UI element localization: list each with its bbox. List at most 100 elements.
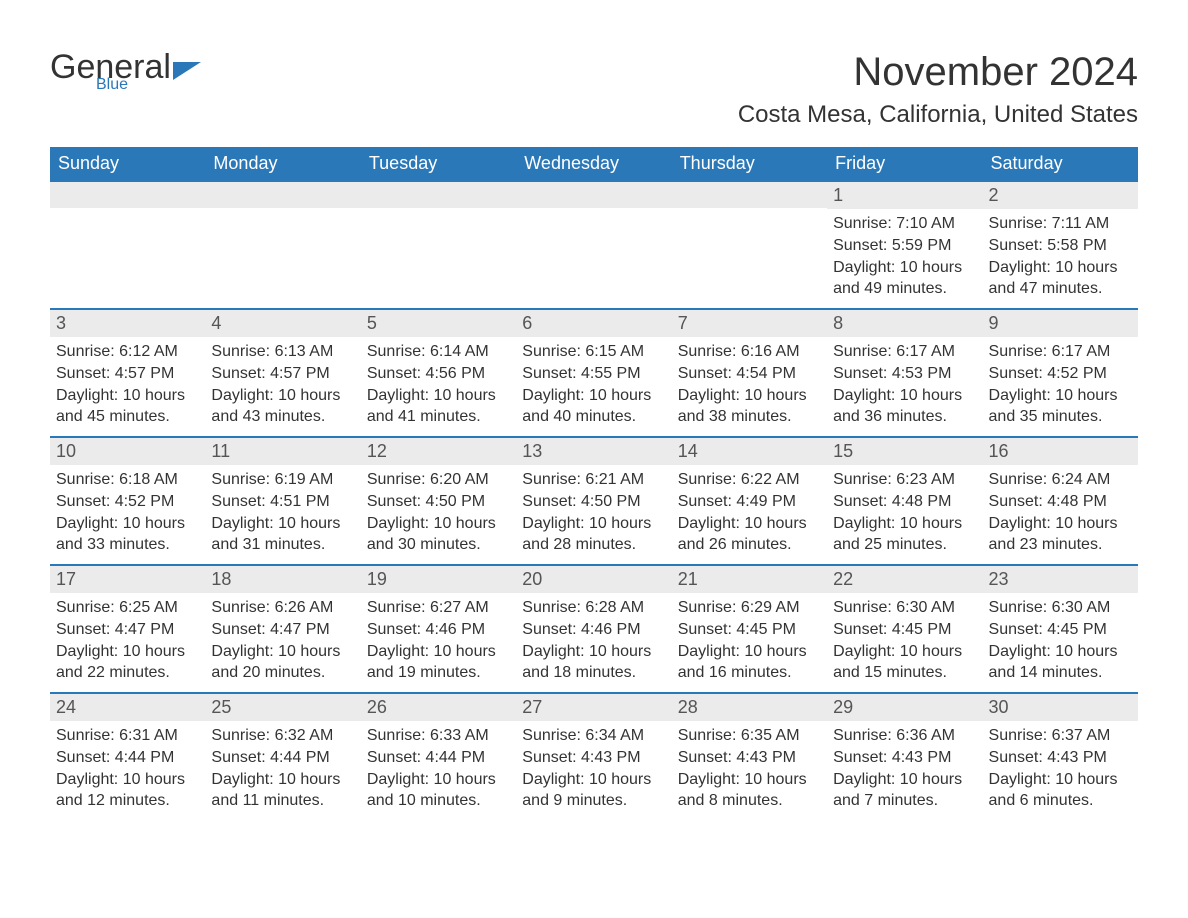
daylight-text: Daylight: 10 hours and 31 minutes. [211,513,354,556]
daylight-text: Daylight: 10 hours and 8 minutes. [678,769,821,812]
sunset-text: Sunset: 4:43 PM [678,747,821,769]
day-details: Sunrise: 6:22 AMSunset: 4:49 PMDaylight:… [672,465,827,561]
sunrise-text: Sunrise: 7:11 AM [989,213,1132,235]
calendar-cell: 24Sunrise: 6:31 AMSunset: 4:44 PMDayligh… [50,693,205,821]
calendar-cell: 11Sunrise: 6:19 AMSunset: 4:51 PMDayligh… [205,437,360,565]
daylight-text: Daylight: 10 hours and 12 minutes. [56,769,199,812]
daylight-text: Daylight: 10 hours and 14 minutes. [989,641,1132,684]
daylight-text: Daylight: 10 hours and 23 minutes. [989,513,1132,556]
sunset-text: Sunset: 4:43 PM [989,747,1132,769]
header: General Blue November 2024 Costa Mesa, C… [50,50,1138,143]
weekday-header: Wednesday [516,147,671,181]
sunset-text: Sunset: 5:59 PM [833,235,976,257]
day-number: 8 [827,310,982,337]
day-number: 11 [205,438,360,465]
calendar-cell [50,181,205,309]
sunset-text: Sunset: 4:49 PM [678,491,821,513]
sunset-text: Sunset: 4:45 PM [678,619,821,641]
daylight-text: Daylight: 10 hours and 30 minutes. [367,513,510,556]
sunrise-text: Sunrise: 6:13 AM [211,341,354,363]
calendar-cell [516,181,671,309]
daylight-text: Daylight: 10 hours and 49 minutes. [833,257,976,300]
calendar-week: 3Sunrise: 6:12 AMSunset: 4:57 PMDaylight… [50,309,1138,437]
calendar-week: 17Sunrise: 6:25 AMSunset: 4:47 PMDayligh… [50,565,1138,693]
daylight-text: Daylight: 10 hours and 9 minutes. [522,769,665,812]
calendar-week: 24Sunrise: 6:31 AMSunset: 4:44 PMDayligh… [50,693,1138,821]
daylight-text: Daylight: 10 hours and 20 minutes. [211,641,354,684]
day-number: 5 [361,310,516,337]
day-number: 27 [516,694,671,721]
day-details: Sunrise: 6:31 AMSunset: 4:44 PMDaylight:… [50,721,205,817]
sunrise-text: Sunrise: 6:15 AM [522,341,665,363]
day-details: Sunrise: 6:17 AMSunset: 4:53 PMDaylight:… [827,337,982,433]
calendar-cell: 16Sunrise: 6:24 AMSunset: 4:48 PMDayligh… [983,437,1138,565]
sunrise-text: Sunrise: 6:26 AM [211,597,354,619]
calendar-cell: 7Sunrise: 6:16 AMSunset: 4:54 PMDaylight… [672,309,827,437]
day-number: 21 [672,566,827,593]
day-details: Sunrise: 6:27 AMSunset: 4:46 PMDaylight:… [361,593,516,689]
calendar-cell: 19Sunrise: 6:27 AMSunset: 4:46 PMDayligh… [361,565,516,693]
daylight-text: Daylight: 10 hours and 7 minutes. [833,769,976,812]
day-number: 10 [50,438,205,465]
sunset-text: Sunset: 4:46 PM [367,619,510,641]
sunset-text: Sunset: 4:44 PM [211,747,354,769]
calendar-cell: 30Sunrise: 6:37 AMSunset: 4:43 PMDayligh… [983,693,1138,821]
calendar-cell: 10Sunrise: 6:18 AMSunset: 4:52 PMDayligh… [50,437,205,565]
sunrise-text: Sunrise: 6:14 AM [367,341,510,363]
calendar-cell: 12Sunrise: 6:20 AMSunset: 4:50 PMDayligh… [361,437,516,565]
sunrise-text: Sunrise: 6:29 AM [678,597,821,619]
sunrise-text: Sunrise: 6:19 AM [211,469,354,491]
day-number: 13 [516,438,671,465]
sunrise-text: Sunrise: 6:28 AM [522,597,665,619]
day-number: 2 [983,182,1138,209]
daylight-text: Daylight: 10 hours and 16 minutes. [678,641,821,684]
calendar-table: SundayMondayTuesdayWednesdayThursdayFrid… [50,147,1138,821]
sunset-text: Sunset: 4:48 PM [989,491,1132,513]
brand-logo: General Blue [50,50,203,94]
day-details: Sunrise: 6:25 AMSunset: 4:47 PMDaylight:… [50,593,205,689]
calendar-cell: 3Sunrise: 6:12 AMSunset: 4:57 PMDaylight… [50,309,205,437]
weekday-header: Tuesday [361,147,516,181]
sunrise-text: Sunrise: 7:10 AM [833,213,976,235]
day-details: Sunrise: 6:20 AMSunset: 4:50 PMDaylight:… [361,465,516,561]
sunset-text: Sunset: 4:55 PM [522,363,665,385]
daylight-text: Daylight: 10 hours and 33 minutes. [56,513,199,556]
sunset-text: Sunset: 4:45 PM [833,619,976,641]
day-details: Sunrise: 6:34 AMSunset: 4:43 PMDaylight:… [516,721,671,817]
day-details: Sunrise: 6:37 AMSunset: 4:43 PMDaylight:… [983,721,1138,817]
day-number [516,182,671,208]
calendar-cell [672,181,827,309]
sunrise-text: Sunrise: 6:24 AM [989,469,1132,491]
sunrise-text: Sunrise: 6:22 AM [678,469,821,491]
daylight-text: Daylight: 10 hours and 6 minutes. [989,769,1132,812]
weekday-header: Sunday [50,147,205,181]
sunset-text: Sunset: 4:50 PM [367,491,510,513]
calendar-week: 10Sunrise: 6:18 AMSunset: 4:52 PMDayligh… [50,437,1138,565]
day-number: 4 [205,310,360,337]
day-number: 24 [50,694,205,721]
day-number [672,182,827,208]
sunset-text: Sunset: 4:43 PM [833,747,976,769]
weekday-header: Saturday [983,147,1138,181]
sunrise-text: Sunrise: 6:17 AM [833,341,976,363]
sunrise-text: Sunrise: 6:31 AM [56,725,199,747]
daylight-text: Daylight: 10 hours and 10 minutes. [367,769,510,812]
day-number: 30 [983,694,1138,721]
daylight-text: Daylight: 10 hours and 38 minutes. [678,385,821,428]
day-number [50,182,205,208]
day-details: Sunrise: 6:15 AMSunset: 4:55 PMDaylight:… [516,337,671,433]
day-number: 18 [205,566,360,593]
sunset-text: Sunset: 4:57 PM [56,363,199,385]
sunrise-text: Sunrise: 6:27 AM [367,597,510,619]
calendar-cell: 14Sunrise: 6:22 AMSunset: 4:49 PMDayligh… [672,437,827,565]
sunset-text: Sunset: 4:53 PM [833,363,976,385]
calendar-cell: 15Sunrise: 6:23 AMSunset: 4:48 PMDayligh… [827,437,982,565]
calendar-cell: 13Sunrise: 6:21 AMSunset: 4:50 PMDayligh… [516,437,671,565]
sunset-text: Sunset: 4:50 PM [522,491,665,513]
day-details: Sunrise: 7:11 AMSunset: 5:58 PMDaylight:… [983,209,1138,305]
sunset-text: Sunset: 4:52 PM [989,363,1132,385]
day-details: Sunrise: 6:18 AMSunset: 4:52 PMDaylight:… [50,465,205,561]
day-number: 29 [827,694,982,721]
day-details: Sunrise: 6:30 AMSunset: 4:45 PMDaylight:… [983,593,1138,689]
sunrise-text: Sunrise: 6:35 AM [678,725,821,747]
